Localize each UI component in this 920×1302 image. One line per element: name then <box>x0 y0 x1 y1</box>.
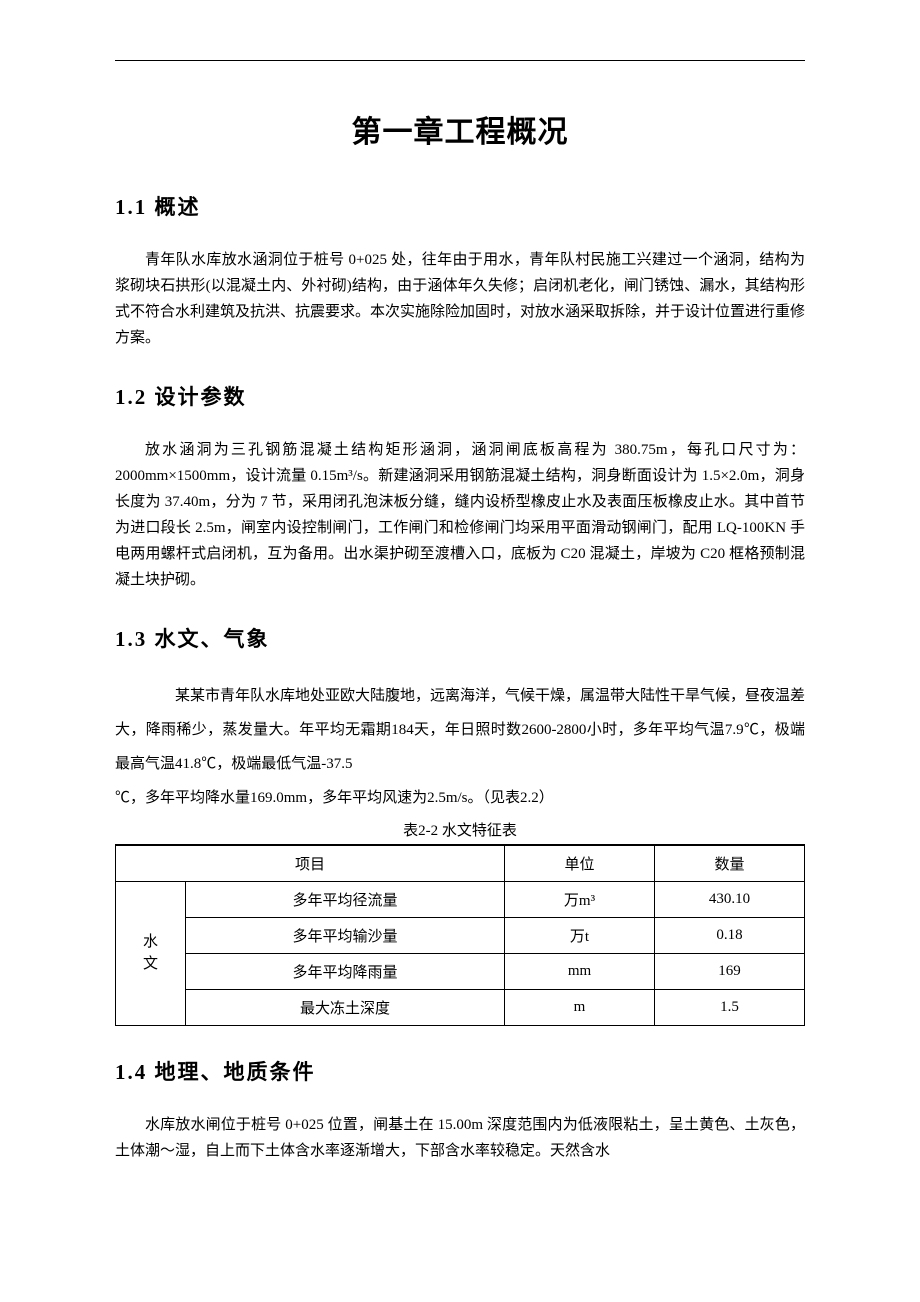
table-cell-qty: 1.5 <box>655 989 805 1025</box>
section-4-heading: 1.4 地理、地质条件 <box>115 1056 805 1086</box>
table-row: 最大冻土深度 m 1.5 <box>116 989 805 1025</box>
section-2-paragraph: 放水涵洞为三孔钢筋混凝土结构矩形涵洞，涵洞闸底板高程为 380.75m，每孔口尺… <box>115 437 805 593</box>
table-category-label-2: 文 <box>143 956 158 972</box>
table-cell-item: 多年平均降雨量 <box>186 953 505 989</box>
section-1-paragraph: 青年队水库放水涵洞位于桩号 0+025 处，往年由于用水，青年队村民施工兴建过一… <box>115 247 805 351</box>
page: 第一章工程概况 1.1 概述 青年队水库放水涵洞位于桩号 0+025 处，往年由… <box>0 0 920 1302</box>
table-cell-item: 最大冻土深度 <box>186 989 505 1025</box>
table-cell-qty: 430.10 <box>655 881 805 917</box>
table-cell-qty: 0.18 <box>655 917 805 953</box>
table-header-item: 项目 <box>116 845 505 881</box>
table-cell-unit: mm <box>505 953 655 989</box>
table-header-qty: 数量 <box>655 845 805 881</box>
table-header-unit: 单位 <box>505 845 655 881</box>
section-1-heading: 1.1 概述 <box>115 191 805 221</box>
table-cell-item: 多年平均输沙量 <box>186 917 505 953</box>
table-row: 多年平均降雨量 mm 169 <box>116 953 805 989</box>
table-cell-item: 多年平均径流量 <box>186 881 505 917</box>
table-cell-unit: 万t <box>505 917 655 953</box>
section-3-heading: 1.3 水文、气象 <box>115 623 805 653</box>
table-cell-unit: 万m³ <box>505 881 655 917</box>
section-2-heading: 1.2 设计参数 <box>115 381 805 411</box>
section-4-paragraph: 水库放水闸位于桩号 0+025 位置，闸基土在 15.00m 深度范围内为低液限… <box>115 1112 805 1164</box>
hydrology-table: 项目 单位 数量 水 文 多年平均径流量 万m³ 430.10 多年平均输沙量 … <box>115 844 805 1026</box>
table-cell-qty: 169 <box>655 953 805 989</box>
chapter-title: 第一章工程概况 <box>115 107 805 151</box>
table-row: 水 文 多年平均径流量 万m³ 430.10 <box>116 881 805 917</box>
table-header-row: 项目 单位 数量 <box>116 845 805 881</box>
top-rule <box>115 60 805 61</box>
table-row: 多年平均输沙量 万t 0.18 <box>116 917 805 953</box>
table-cell-unit: m <box>505 989 655 1025</box>
table-category-label-1: 水 <box>143 934 158 950</box>
section-3-paragraph-1: 某某市青年队水库地处亚欧大陆腹地，远离海洋，气候干燥，属温带大陆性干旱气候，昼夜… <box>115 679 805 781</box>
table-caption: 表2-2 水文特征表 <box>115 819 805 840</box>
section-3-paragraph-2: ℃，多年平均降水量169.0mm，多年平均风速为2.5m/s。（见表2.2） <box>115 781 805 815</box>
table-category-cell: 水 文 <box>116 881 186 1025</box>
